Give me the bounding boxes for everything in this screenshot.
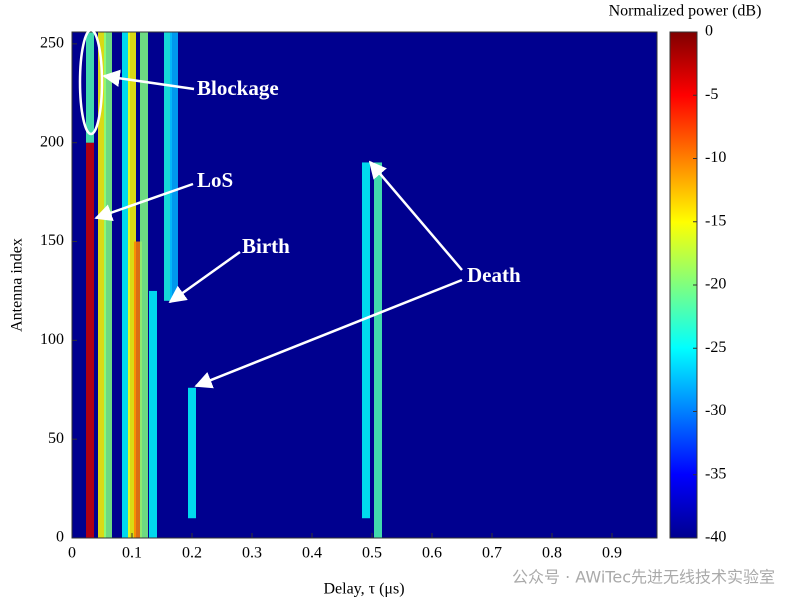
- y-tick-label: 250: [40, 35, 64, 52]
- arrow: [168, 250, 241, 304]
- trace: [140, 32, 148, 538]
- trace: [170, 32, 178, 301]
- trace: [362, 162, 370, 519]
- trace: [122, 32, 130, 538]
- arrow: [194, 278, 463, 389]
- colorbar-tick-label: -10: [705, 149, 726, 166]
- x-tick-label: 0.6: [422, 545, 442, 562]
- annotation: Birth: [242, 234, 290, 258]
- watermark: 公众号 · AWiTec先进无线技术实验室: [512, 568, 775, 587]
- arrow: [94, 182, 194, 222]
- colorbar-label: Normalized power (dB): [609, 3, 762, 20]
- trace: [149, 290, 157, 538]
- trace: [128, 32, 136, 538]
- y-tick-label: 200: [40, 133, 64, 150]
- y-tick-label: 0: [56, 529, 64, 546]
- trace: [86, 142, 94, 538]
- annotation: Blockage: [197, 76, 279, 100]
- colorbar-tick-label: -5: [705, 86, 718, 103]
- annotation: Death: [467, 263, 521, 287]
- x-tick-label: 0.3: [242, 545, 262, 562]
- colorbar-tick-label: 0: [705, 23, 713, 40]
- colorbar: [669, 31, 698, 539]
- x-tick-label: 0.8: [542, 545, 562, 562]
- x-tick-label: 0.4: [302, 545, 322, 562]
- trace: [374, 162, 382, 538]
- y-tick-label: 100: [40, 331, 64, 348]
- y-axis-label: Antenna index: [9, 238, 26, 332]
- arrow: [368, 160, 463, 271]
- colorbar-tick-label: -30: [705, 402, 726, 419]
- x-tick-label: 0.7: [482, 545, 502, 562]
- colorbar-tick-label: -15: [705, 212, 726, 229]
- colorbar-tick-label: -40: [705, 529, 726, 546]
- x-tick-label: 0.5: [362, 545, 382, 562]
- trace: [134, 241, 142, 538]
- trace: [104, 32, 112, 538]
- y-tick-label: 50: [48, 430, 64, 447]
- x-axis-label: Delay, τ (μs): [323, 581, 404, 598]
- y-tick-label: 150: [40, 232, 64, 249]
- trace: [164, 32, 172, 301]
- colorbar-tick-label: -25: [705, 339, 726, 356]
- annotations: Blockage LoS Birth Death: [78, 28, 521, 389]
- arrow: [102, 69, 195, 91]
- x-tick-label: 0.9: [602, 545, 622, 562]
- annotation: LoS: [197, 168, 233, 192]
- colorbar-tick-label: -20: [705, 276, 726, 293]
- x-tick-label: 0.1: [122, 545, 142, 562]
- trace: [98, 32, 106, 538]
- trace: [188, 387, 196, 519]
- blockage-ellipse: [78, 28, 104, 136]
- x-tick-label: 0.2: [182, 545, 202, 562]
- x-tick-label: 0: [68, 545, 76, 562]
- plot-frame: [71, 31, 658, 539]
- colorbar-tick-label: -35: [705, 465, 726, 482]
- trace: [86, 32, 94, 143]
